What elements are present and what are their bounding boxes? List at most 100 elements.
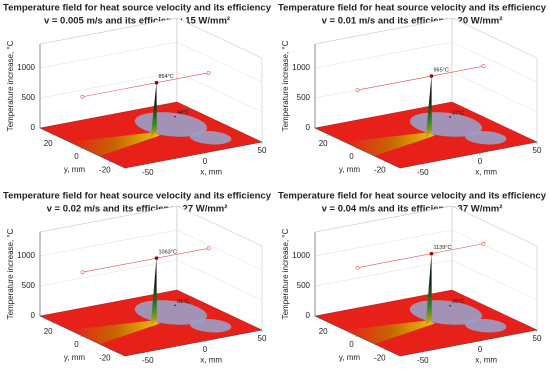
y-tick-label: 0 <box>74 340 79 349</box>
temperature-spike <box>150 258 157 327</box>
z-tick-label: 1000 <box>17 251 35 260</box>
x-axis-label: x, mm <box>475 168 497 177</box>
y-tick-label: -20 <box>99 353 111 362</box>
y-tick-label: 0 <box>349 152 354 161</box>
z-grid-line <box>314 229 538 271</box>
z-tick-label: 1000 <box>17 63 35 72</box>
z-grid-line <box>39 41 263 83</box>
peak-marker <box>429 251 434 256</box>
edge-label: 37°C <box>452 110 464 116</box>
axis-edge <box>39 44 263 169</box>
axis-edge <box>314 232 538 357</box>
edge-label: 31°C <box>177 299 189 305</box>
heat-wake <box>344 320 435 344</box>
peak-label: 854°C <box>158 74 173 80</box>
line-end <box>355 265 360 270</box>
panel-subtitle: v = 0.01 m/s and its efficiency 20 W/mm² <box>322 16 503 27</box>
y-tick-label: 0 <box>349 340 354 349</box>
z-tick-label: 1000 <box>292 251 310 260</box>
z-tick-label: 0 <box>306 311 311 320</box>
x-axis-label: x, mm <box>200 168 222 177</box>
z-tick-label: 0 <box>31 123 36 132</box>
peak-marker <box>429 74 434 78</box>
heat-wake <box>344 132 435 156</box>
panel-title: Temperature field for heat source veloci… <box>3 3 272 14</box>
line-end <box>481 64 486 69</box>
y-axis-label: y, mm <box>64 353 86 362</box>
x-tick-label: -50 <box>142 356 154 365</box>
edge-point <box>174 304 176 307</box>
y-tick-label: 20 <box>319 139 328 148</box>
peak-marker <box>154 80 159 85</box>
source-line <box>82 72 209 98</box>
temperature-spike <box>425 76 432 139</box>
x-axis-label: x, mm <box>475 356 497 365</box>
x-tick-label: 50 <box>533 334 542 343</box>
edge-label: 44°C <box>177 110 189 116</box>
z-tick-label: 0 <box>31 311 36 320</box>
z-axis-label: Temperature increase, °C <box>6 228 15 319</box>
x-tick-label: -50 <box>417 356 429 365</box>
z-grid-line <box>39 229 263 271</box>
edge-label: 26°C <box>452 299 464 305</box>
temperature-spike <box>425 253 432 327</box>
panel: Temperature field for heat source veloci… <box>3 191 272 365</box>
line-end <box>355 88 360 93</box>
heat-wake <box>69 132 160 156</box>
z-axis-label: Temperature increase, °C <box>281 40 290 131</box>
line-end <box>481 241 486 246</box>
peak-label: 1139°C <box>433 245 451 251</box>
contour-patch <box>464 130 507 145</box>
y-tick-label: 20 <box>44 139 53 148</box>
edge-point <box>449 304 451 307</box>
z-tick-label: 500 <box>297 281 311 290</box>
axis-edge <box>314 44 538 169</box>
y-tick-label: 20 <box>319 327 328 336</box>
peak-label: 1063°C <box>158 250 176 256</box>
peak-marker <box>154 256 159 260</box>
x-tick-label: 50 <box>533 146 542 155</box>
contour-patch <box>189 130 232 145</box>
y-tick-label: -20 <box>374 165 386 174</box>
heat-wake <box>69 320 160 344</box>
x-tick-label: -50 <box>417 168 429 177</box>
z-grid-line <box>39 71 263 113</box>
x-tick-label: 0 <box>478 345 483 354</box>
x-tick-label: 50 <box>258 334 267 343</box>
peak-label: 965°C <box>433 68 448 74</box>
line-end <box>80 94 85 99</box>
panel: Temperature field for heat source veloci… <box>278 191 547 365</box>
z-axis-label: Temperature increase, °C <box>281 228 290 319</box>
line-end <box>206 70 211 75</box>
z-tick-label: 500 <box>22 281 36 290</box>
axis-edge <box>39 232 263 357</box>
y-axis-label: y, mm <box>339 165 361 174</box>
edge-point <box>174 115 176 118</box>
panel: Temperature field for heat source veloci… <box>278 3 547 177</box>
z-grid-line <box>314 41 538 83</box>
panel: Temperature field for heat source veloci… <box>3 3 272 177</box>
z-tick-label: 500 <box>22 93 36 102</box>
z-tick-label: 1000 <box>292 63 310 72</box>
contour-patch <box>464 318 507 333</box>
source-line <box>357 65 484 91</box>
contour-patch <box>189 318 232 333</box>
x-tick-label: 0 <box>478 157 483 166</box>
source-line <box>357 243 484 268</box>
source-line <box>82 248 209 273</box>
z-axis-label: Temperature increase, °C <box>6 40 15 131</box>
panel-subtitle: v = 0.04 m/s and its efficiency 37 W/mm² <box>322 204 503 215</box>
panel-subtitle: v = 0.005 m/s and its efficiency 15 W/mm… <box>44 16 230 27</box>
temperature-spike <box>150 82 157 139</box>
panel-title: Temperature field for heat source veloci… <box>3 191 272 202</box>
line-end <box>80 270 85 275</box>
y-axis-label: y, mm <box>64 165 86 174</box>
y-tick-label: -20 <box>99 165 111 174</box>
y-tick-label: 20 <box>44 327 53 336</box>
x-tick-label: 0 <box>203 345 208 354</box>
edge-point <box>449 116 451 118</box>
line-end <box>206 246 211 251</box>
panel-title: Temperature field for heat source veloci… <box>278 191 547 202</box>
x-tick-label: 50 <box>258 146 267 155</box>
